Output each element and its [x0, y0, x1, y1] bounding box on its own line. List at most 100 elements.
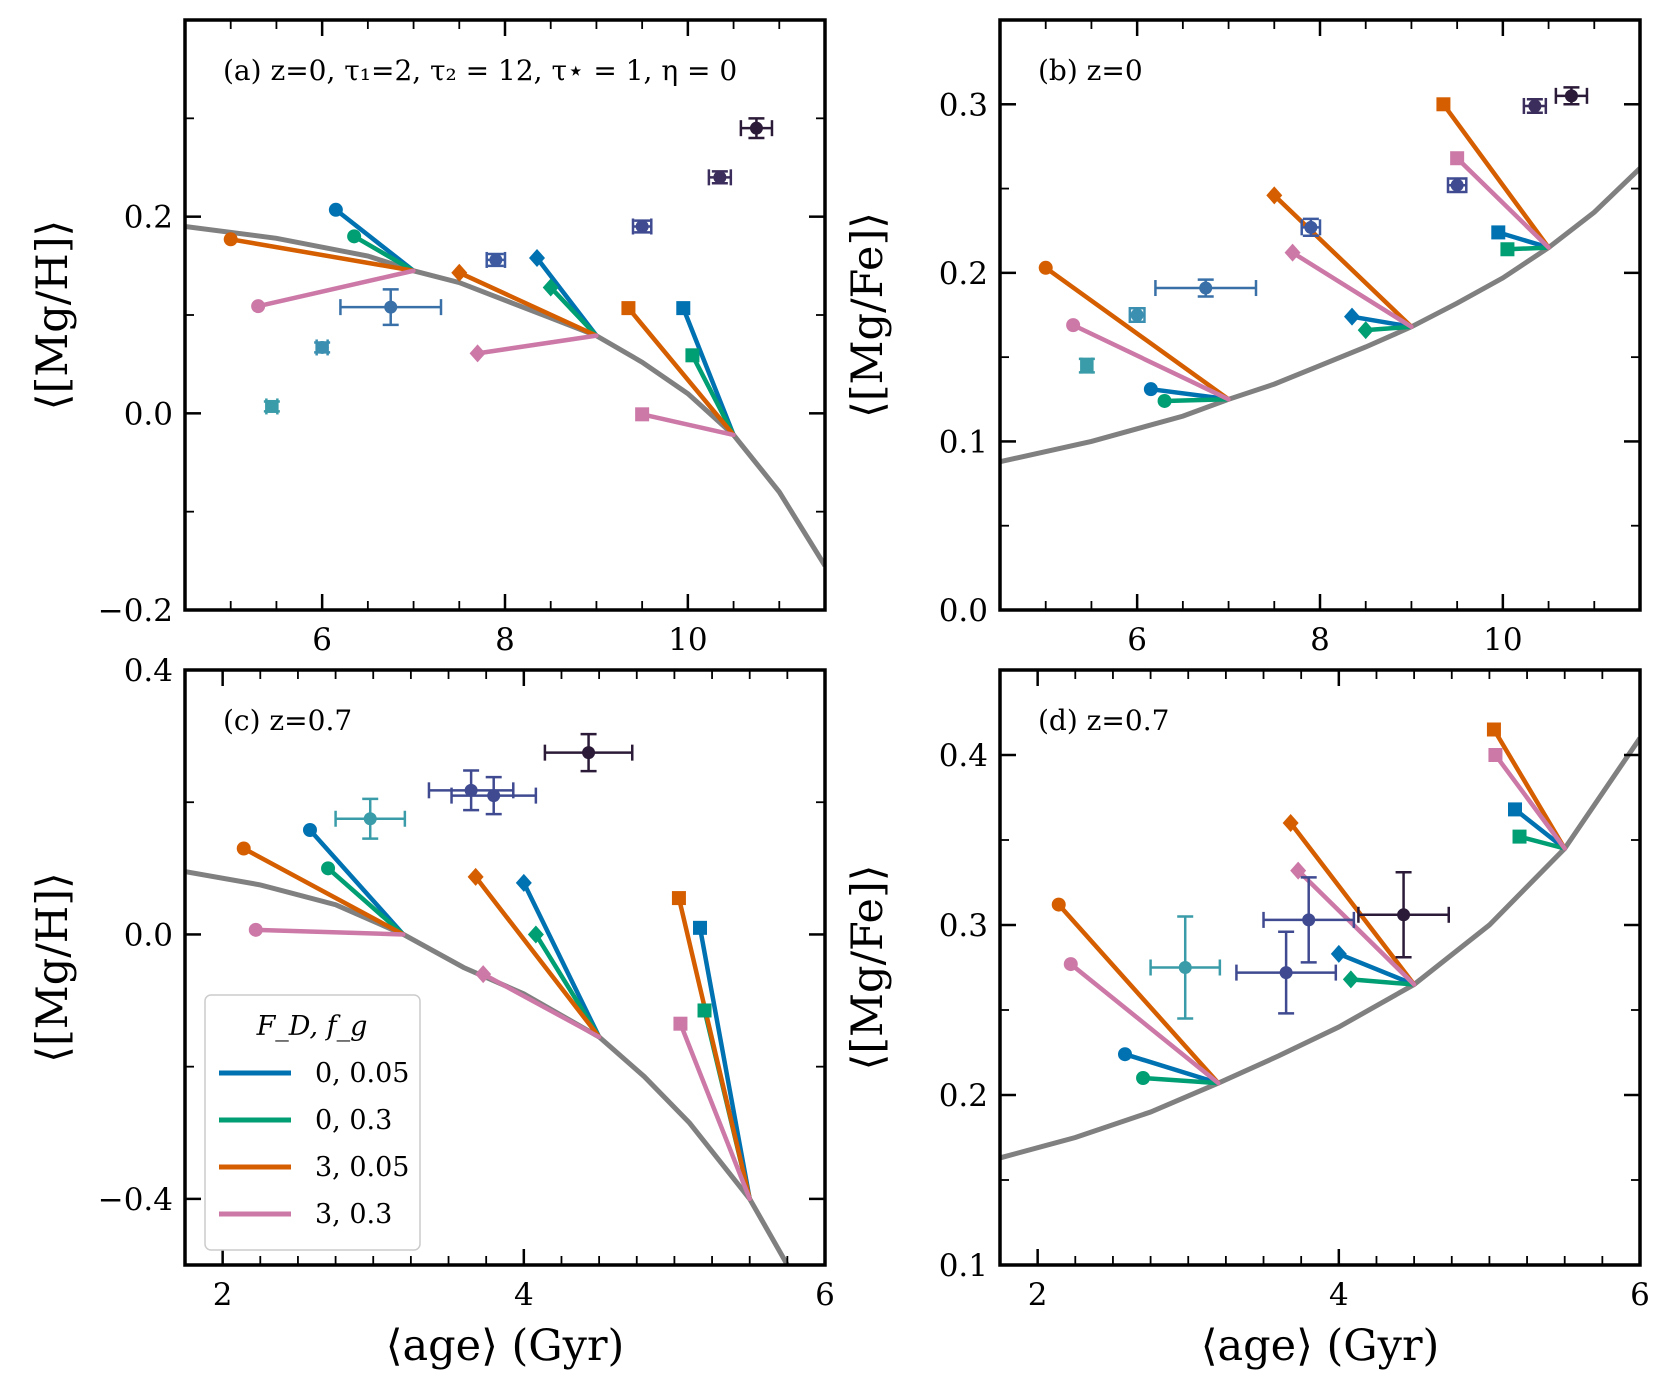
track-line	[475, 333, 599, 356]
track-line	[1288, 820, 1417, 987]
observation-point	[631, 218, 653, 235]
track-marker	[1284, 243, 1301, 262]
track-marker	[347, 229, 362, 244]
legend-frame	[204, 994, 421, 1251]
observation-point	[1554, 86, 1589, 106]
track-line	[1348, 977, 1417, 987]
x-tick-label: 10	[1483, 622, 1522, 658]
track-marker	[1290, 861, 1307, 880]
track-line	[626, 305, 736, 438]
observation-point	[1128, 307, 1146, 323]
observation-marker	[1080, 359, 1094, 373]
track-marker	[515, 873, 532, 892]
track-line	[1122, 1051, 1221, 1086]
observation-point	[1300, 217, 1322, 238]
observation-marker	[1279, 966, 1293, 980]
track-line	[1336, 951, 1417, 987]
y-tick-label: 0.2	[124, 200, 173, 236]
observation-marker	[315, 340, 329, 354]
observation-point	[543, 732, 634, 773]
track-line	[521, 880, 602, 1040]
observation-point	[314, 339, 331, 356]
track-line	[1043, 265, 1231, 402]
track-marker	[1488, 748, 1503, 762]
observation-marker	[1564, 89, 1578, 103]
track-marker	[1344, 307, 1360, 326]
observation-marker	[713, 170, 727, 184]
track-line	[255, 268, 416, 309]
y-tick-label: 0.0	[939, 593, 988, 629]
track-marker	[1512, 829, 1527, 844]
track-line	[639, 412, 736, 438]
track-marker	[697, 1003, 712, 1018]
observation-point	[334, 797, 407, 840]
track-line	[1290, 250, 1414, 330]
observation-marker	[1450, 178, 1464, 192]
y-tick-label: 0.0	[124, 396, 173, 432]
track-marker	[527, 925, 544, 944]
observation-point	[1235, 930, 1338, 1015]
observation-point	[739, 117, 774, 140]
track-line	[1454, 155, 1551, 250]
track-marker	[1066, 318, 1081, 333]
observation-point	[1149, 915, 1222, 1020]
track-marker	[1500, 242, 1515, 257]
axes-frame	[998, 18, 1642, 612]
observation-marker	[384, 300, 398, 314]
track-line	[1140, 1075, 1221, 1086]
track-line	[480, 971, 602, 1040]
track-line	[676, 895, 752, 1202]
track-line	[1491, 727, 1567, 851]
track-line	[351, 234, 416, 273]
track-marker	[321, 861, 336, 876]
track-marker	[1357, 321, 1374, 340]
track-marker	[1266, 186, 1283, 205]
observation-marker	[1178, 961, 1192, 974]
observation-marker	[265, 399, 279, 413]
legend-title: F_D, f_g	[256, 1011, 368, 1042]
observation-marker	[1130, 308, 1144, 322]
y-axis-label: ⟨[Mg/Fe]⟩	[843, 212, 893, 418]
track-marker	[1330, 944, 1347, 963]
track-line	[1068, 961, 1221, 1086]
track-marker	[1051, 897, 1066, 912]
track-marker	[1450, 151, 1465, 166]
legend-label: 0, 0.3	[315, 1105, 392, 1136]
observation-point	[485, 251, 507, 268]
observation-point	[707, 169, 733, 186]
track-line	[307, 827, 406, 937]
observation-marker	[1199, 281, 1213, 295]
model-curve	[1000, 166, 1640, 465]
track-marker	[223, 232, 238, 247]
track-line	[325, 866, 406, 937]
observation-marker	[464, 783, 478, 797]
panel-annotation: (d) z=0.7	[1038, 704, 1169, 737]
track-line	[1512, 807, 1567, 851]
track-marker	[475, 965, 492, 984]
track-line	[1349, 314, 1414, 330]
track-line	[1363, 324, 1414, 333]
track-line	[697, 925, 752, 1202]
model-curve	[1000, 736, 1640, 1161]
plot-panels: 6 8 10 −0.2 0.0 0.2 (a) z=0, τ₁=2, τ₂ = 12, τ⋆…	[28, 18, 1650, 1371]
track-marker	[685, 348, 700, 363]
y-axis-label: ⟨[Mg/Fe]⟩	[843, 864, 893, 1070]
legend: F_D, f_g 0, 0.05 0, 0.3 3, 0.05 3, 0.3	[204, 994, 421, 1251]
y-axis-label: ⟨[Mg/H]⟩	[28, 872, 78, 1063]
axes-frame	[183, 18, 827, 612]
track-marker	[1282, 814, 1299, 832]
x-tick-label: 4	[1329, 1277, 1349, 1313]
observation-point	[1357, 871, 1451, 959]
track-line	[1056, 902, 1221, 1086]
track-line	[473, 874, 602, 1040]
y-tick-label: 0.4	[939, 738, 988, 774]
track-line	[1496, 230, 1551, 250]
track-line	[228, 237, 416, 273]
track-line	[1493, 752, 1567, 851]
track-marker	[673, 1016, 688, 1031]
track-marker	[248, 922, 263, 937]
track-marker	[621, 301, 636, 316]
observation-marker	[635, 220, 649, 233]
track-line	[1162, 397, 1231, 404]
